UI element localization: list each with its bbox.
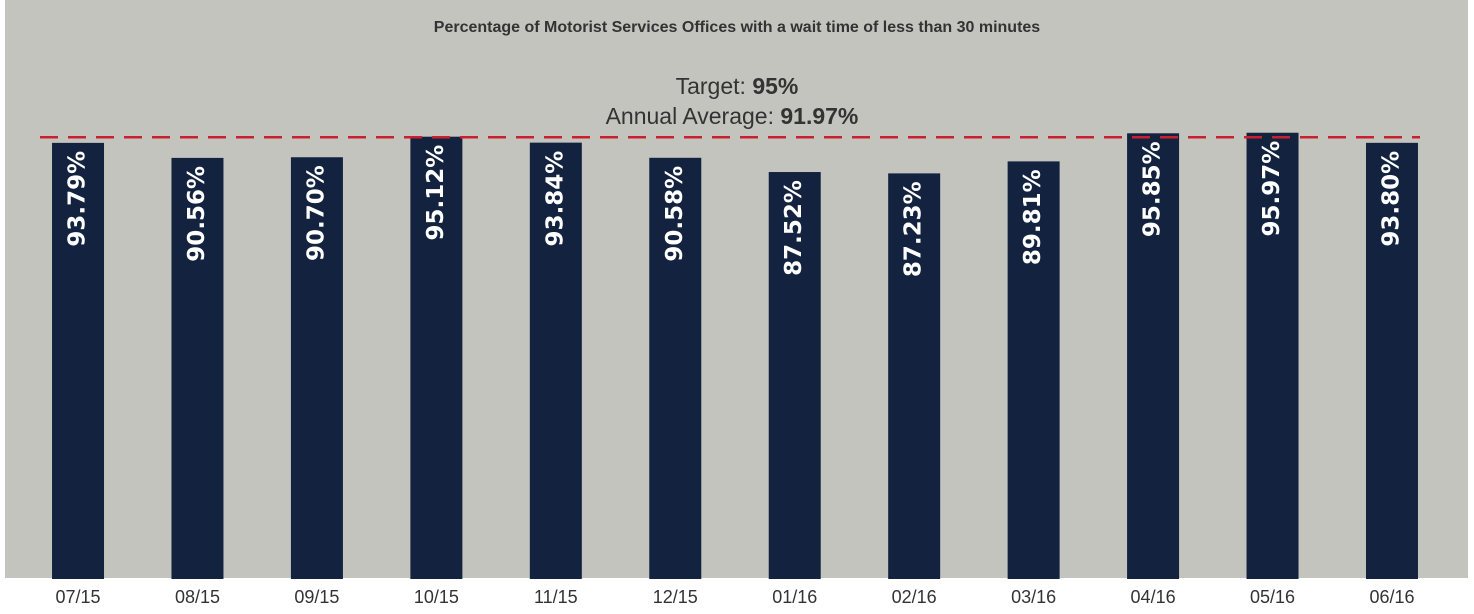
- x-tick-label: 12/15: [653, 587, 698, 607]
- bar: [1365, 142, 1418, 579]
- value-label: 89.81%: [1020, 169, 1046, 265]
- bar: [529, 142, 582, 580]
- value-label: 93.80%: [1378, 151, 1404, 247]
- value-label: 87.23%: [901, 181, 927, 277]
- bar: [1127, 133, 1180, 580]
- x-tick-label: 03/16: [1011, 587, 1056, 607]
- x-tick-label: 06/16: [1369, 587, 1414, 607]
- bar: [410, 136, 463, 579]
- value-label: 87.52%: [781, 180, 807, 276]
- value-label: 93.84%: [542, 151, 568, 247]
- x-tick-label: 10/15: [414, 587, 459, 607]
- bar: [52, 142, 105, 579]
- value-label: 95.85%: [1140, 141, 1166, 237]
- value-label: 93.79%: [65, 151, 91, 247]
- x-tick-label: 07/15: [56, 587, 101, 607]
- value-label: 90.56%: [184, 166, 210, 262]
- value-label: 90.58%: [662, 166, 688, 262]
- bar: [290, 157, 343, 579]
- x-tick-label: 08/15: [175, 587, 220, 607]
- bar: [888, 173, 941, 579]
- average-annotation: Annual Average: 91.97%: [606, 103, 859, 129]
- target-text: Target:: [676, 73, 746, 99]
- value-label: 95.97%: [1259, 141, 1285, 237]
- average-text: Annual Average:: [606, 103, 774, 129]
- x-tick-label: 05/16: [1250, 587, 1295, 607]
- value-label: 95.12%: [423, 145, 449, 241]
- bar: [649, 157, 702, 580]
- bar: [171, 157, 224, 579]
- target-label: 95%: [752, 73, 798, 99]
- x-tick-label: 11/15: [534, 587, 578, 607]
- x-tick-label: 02/16: [892, 587, 937, 607]
- value-label: 90.70%: [303, 165, 329, 261]
- x-tick-label: 04/16: [1131, 587, 1176, 607]
- plot-background: [5, 0, 1468, 578]
- x-tick-label: 09/15: [294, 587, 339, 607]
- chart-title: Percentage of Motorist Services Offices …: [434, 19, 1041, 36]
- bar: [768, 172, 821, 580]
- average-label: 91.97%: [780, 103, 858, 129]
- target-annotation: Target: 95%: [676, 73, 799, 99]
- bar: [1246, 132, 1299, 579]
- bar: [1007, 161, 1060, 580]
- x-tick-label: 01/16: [772, 587, 817, 607]
